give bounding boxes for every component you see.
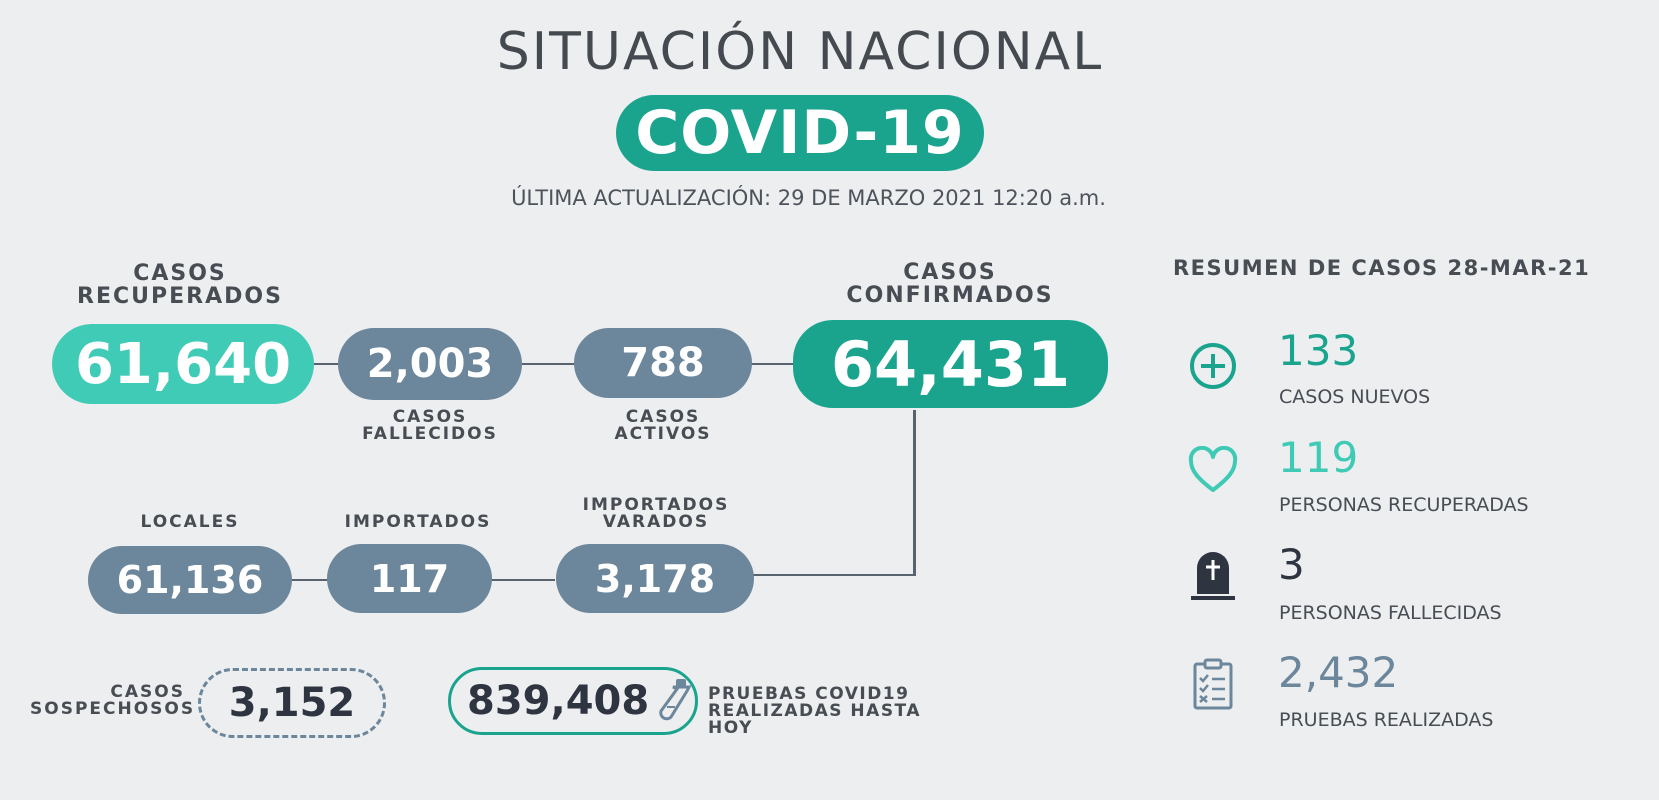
summary-value: 2,432 xyxy=(1278,648,1399,697)
last-update-text: ÚLTIMA ACTUALIZACIÓN: 29 DE MARZO 2021 1… xyxy=(511,186,1106,210)
fallecidos-label-line2: FALLECIDOS xyxy=(362,424,498,444)
varados-value: 3,178 xyxy=(556,544,754,613)
confirmados-value: 64,431 xyxy=(793,320,1108,408)
connector-line xyxy=(913,410,916,576)
activos-label-line1: CASOS xyxy=(625,407,701,427)
summary-value: 119 xyxy=(1278,433,1359,482)
fallecidos-value: 2,003 xyxy=(338,328,522,400)
summary-label: PERSONAS RECUPERADAS xyxy=(1279,494,1529,516)
connector-line xyxy=(310,363,340,365)
pruebas-total-label-line2: REALIZADAS HASTA HOY xyxy=(708,701,921,738)
connector-line xyxy=(750,363,795,365)
varados-label-line1: IMPORTADOS xyxy=(582,495,730,515)
covid-badge: COVID-19 xyxy=(616,95,984,171)
connector-line xyxy=(490,579,555,581)
plus-circle-icon xyxy=(1185,338,1241,394)
recuperados-label-line2: RECUPERADOS xyxy=(77,284,283,309)
summary-label: PRUEBAS REALIZADAS xyxy=(1279,709,1494,731)
importados-value: 117 xyxy=(327,544,492,613)
activos-label-line2: ACTIVOS xyxy=(614,424,712,444)
connector-line xyxy=(752,574,916,576)
summary-value: 133 xyxy=(1278,326,1359,375)
connector-line xyxy=(290,579,330,581)
clipboard-icon xyxy=(1185,656,1241,712)
pruebas-total-label: PRUEBAS COVID19 REALIZADAS HASTA HOY xyxy=(708,686,968,737)
sospechosos-label-line1: CASOS xyxy=(110,682,185,702)
varados-label: IMPORTADOS VARADOS xyxy=(556,497,756,531)
recuperados-label: CASOS RECUPERADOS xyxy=(60,262,300,308)
sospechosos-value: 3,152 xyxy=(198,668,386,738)
summary-label: CASOS NUEVOS xyxy=(1279,386,1431,408)
summary-title: RESUMEN DE CASOS 28-MAR-21 xyxy=(1173,256,1591,280)
sospechosos-label-line2: SOSPECHOSOS xyxy=(30,699,196,719)
summary-label: PERSONAS FALLECIDAS xyxy=(1279,602,1502,624)
recuperados-label-line1: CASOS xyxy=(133,261,227,286)
confirmados-label-line2: CONFIRMADOS xyxy=(846,283,1054,308)
fallecidos-label: CASOS FALLECIDOS xyxy=(330,409,530,443)
confirmados-label-line1: CASOS xyxy=(903,260,997,285)
connector-line xyxy=(520,363,575,365)
varados-label-line2: VARADOS xyxy=(602,512,710,532)
activos-label: CASOS ACTIVOS xyxy=(563,409,763,443)
summary-value: 3 xyxy=(1278,540,1305,589)
activos-value: 788 xyxy=(574,328,752,398)
locales-value: 61,136 xyxy=(88,546,292,614)
pruebas-total-value: 839,408 xyxy=(467,678,650,724)
tombstone-icon xyxy=(1185,548,1241,604)
confirmados-label: CASOS CONFIRMADOS xyxy=(830,261,1070,307)
locales-label: LOCALES xyxy=(140,512,240,532)
recuperados-value: 61,640 xyxy=(52,324,314,404)
pruebas-total-box: 839,408 xyxy=(448,667,698,735)
test-tube-icon xyxy=(657,677,693,725)
sospechosos-label: CASOS SOSPECHOSOS xyxy=(30,682,196,719)
pruebas-total-label-line1: PRUEBAS COVID19 xyxy=(708,684,910,704)
heart-icon xyxy=(1185,442,1241,498)
page-title: SITUACIÓN NACIONAL xyxy=(496,22,1104,82)
importados-label: IMPORTADOS xyxy=(344,512,492,532)
fallecidos-label-line1: CASOS xyxy=(392,407,468,427)
